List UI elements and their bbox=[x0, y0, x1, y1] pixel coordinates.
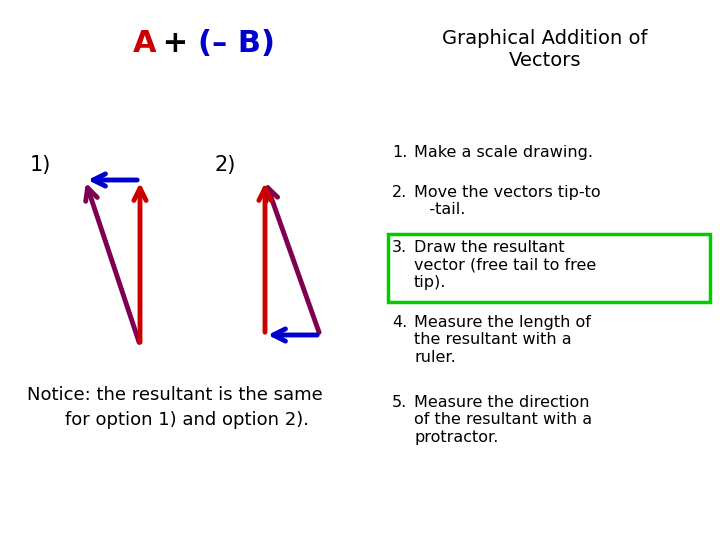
Text: 2.: 2. bbox=[392, 185, 408, 200]
Text: 1.: 1. bbox=[392, 145, 408, 160]
Text: 3.: 3. bbox=[392, 240, 407, 255]
Text: Make a scale drawing.: Make a scale drawing. bbox=[414, 145, 593, 160]
Text: A: A bbox=[133, 29, 157, 57]
Text: Measure the length of
the resultant with a
ruler.: Measure the length of the resultant with… bbox=[414, 315, 591, 365]
Text: 4.: 4. bbox=[392, 315, 408, 330]
Text: Graphical Addition of
Vectors: Graphical Addition of Vectors bbox=[442, 30, 648, 71]
Text: 5.: 5. bbox=[392, 395, 408, 410]
Text: 2): 2) bbox=[215, 155, 236, 175]
Text: Move the vectors tip-to
   -tail.: Move the vectors tip-to -tail. bbox=[414, 185, 600, 218]
Text: Notice: the resultant is the same: Notice: the resultant is the same bbox=[27, 386, 323, 404]
Text: Measure the direction
of the resultant with a
protractor.: Measure the direction of the resultant w… bbox=[414, 395, 592, 445]
Text: 1): 1) bbox=[30, 155, 51, 175]
Text: Draw the resultant
vector (free tail to free
tip).: Draw the resultant vector (free tail to … bbox=[414, 240, 596, 290]
Text: (– B): (– B) bbox=[199, 29, 276, 57]
Text: for option 1) and option 2).: for option 1) and option 2). bbox=[42, 411, 308, 429]
Text: +: + bbox=[152, 29, 199, 57]
